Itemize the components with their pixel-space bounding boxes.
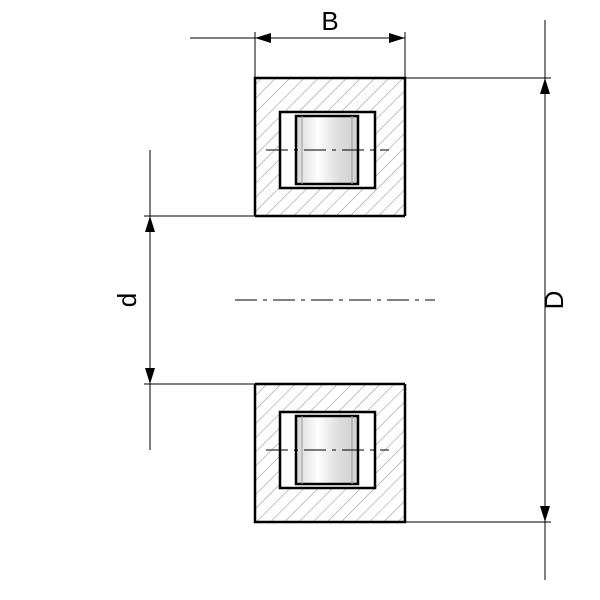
dim-D-label: D <box>539 291 569 310</box>
dim-d-label: d <box>112 293 142 307</box>
dim-B-label: B <box>321 6 338 36</box>
